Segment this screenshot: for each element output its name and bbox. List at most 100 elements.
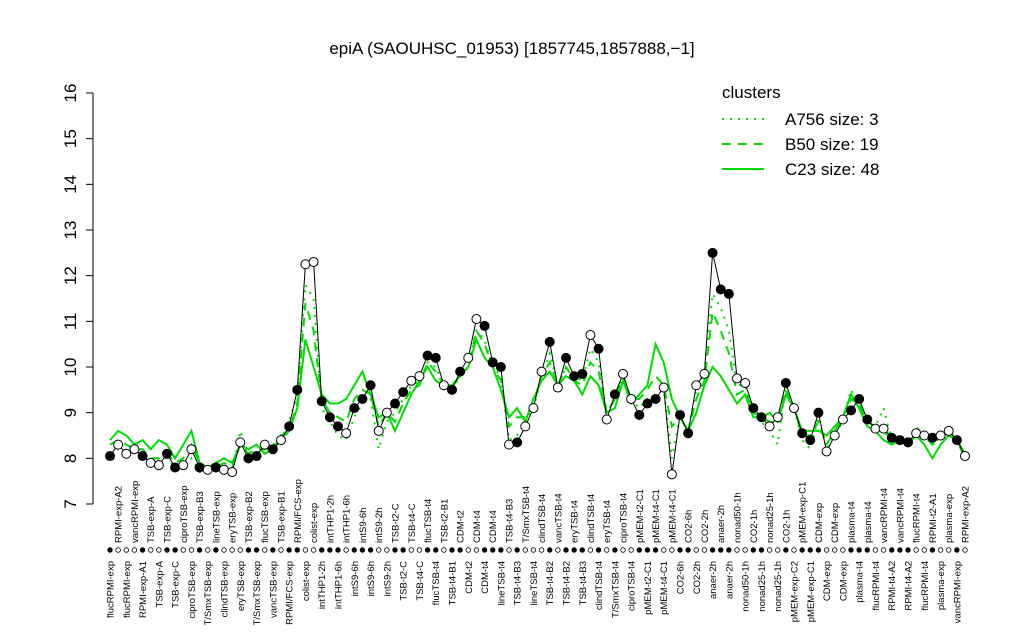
x-tick-label: RPMI-exp-A2 [114,486,125,543]
x-tick-label: CDM-t2 [456,510,467,543]
category-dot [278,547,284,553]
point [805,435,816,446]
x-tick-label: CO2-1h [781,510,792,543]
point [308,256,319,267]
point [878,423,889,434]
category-dot [652,547,659,553]
point [316,396,327,407]
x-tick-label: CO2-2h [692,561,703,594]
x-tick-label: CDM-exp [838,561,849,601]
x-tick-label: ciproTSB-t4 [627,561,638,611]
category-dot [490,547,496,553]
point [618,368,628,379]
point [243,453,254,464]
category-dot [359,547,366,553]
point [789,403,799,414]
category-dot [636,547,642,553]
x-tick-label: pMEM-exp-C1 [798,482,809,543]
point [251,451,262,462]
x-tick-label: TSB-exp-B2 [244,491,255,543]
point [129,444,140,455]
x-tick-label: TSB-exp-B3 [195,491,206,543]
x-tick-label: TSB-t4-B3 [505,499,516,543]
category-dot [506,547,512,553]
point [601,414,612,425]
x-tick-label: TSB-exp-C [163,496,174,543]
category-dot [139,547,146,553]
point [333,421,343,432]
category-dot [384,547,390,553]
x-tick-label: pMEM-t2-C1 [635,489,646,543]
point [756,412,767,423]
point [862,414,873,425]
category-dot [400,547,406,553]
point [113,439,124,450]
point [821,446,832,457]
x-tick-label: vancRPMI-exp [130,481,141,543]
x-tick-label: TSB-exp-A [154,560,165,607]
category-dot [213,547,219,553]
x-tick-label: TSB-t2-C [391,503,402,543]
point [357,393,368,404]
x-tick-label: pMEM-t4-C1 [651,489,662,543]
category-dot [799,547,805,553]
point [430,352,441,363]
category-dot [709,547,716,553]
x-tick-label: T/SmxTSB-t4 [521,486,532,543]
x-tick-label: anaer-2h [724,561,735,599]
x-tick-label: anaer-2h [708,561,719,599]
category-dot [766,547,773,553]
x-tick-label: clindTSB-t4 [537,494,548,543]
x-tick-label: CDM-exp [814,503,825,543]
category-dot [302,547,309,553]
category-dot [685,547,691,553]
category-dot [579,547,585,553]
x-tick-label: eryTSB-t4 [602,500,613,543]
point [650,393,661,404]
x-tick-label: TSB-exp-C [171,561,182,608]
point [699,368,710,379]
category-dot [750,547,756,553]
x-tick-label: pMEM-t2-C1 [643,561,654,615]
y-tick-label: 12 [61,266,80,285]
point [658,382,669,393]
category-dot [188,547,195,553]
point [691,380,702,391]
y-tick-label: 7 [61,499,80,508]
x-tick-label: CO2-2h [700,510,711,543]
point [276,435,286,446]
category-dot [718,547,724,553]
category-dot [221,547,227,553]
point [675,409,685,420]
point [422,350,433,361]
point [292,384,303,395]
x-tick-label: vancTSB-t4 [553,493,564,543]
category-dot [889,547,895,553]
point [723,288,734,299]
point [194,462,205,473]
category-dot [880,547,887,553]
point [520,421,531,432]
category-dot [180,547,186,553]
category-dot [604,547,610,553]
x-tick-label: RPMI-t4-A2 [887,561,898,611]
category-dot [872,547,879,553]
legend-title: clusters [722,83,781,102]
point [487,357,498,368]
category-dot [294,547,300,553]
category-dot [661,547,667,553]
category-dot [196,547,203,553]
category-dot [433,547,439,553]
category-dot [555,547,561,553]
point [829,430,840,441]
x-tick-label: TSB-t4-B2 [562,561,573,605]
x-tick-label: lineTSB-t4 [529,561,540,605]
x-tick-label: eryTSB-exp [228,493,239,543]
point [732,373,742,384]
x-tick-label: T/SmxTSB-t4 [610,561,621,618]
point [854,393,865,404]
category-dot [522,547,528,553]
y-tick-label: 13 [61,221,80,240]
category-dot [840,547,846,553]
x-tick-label: flucTSB-exp [260,491,271,543]
